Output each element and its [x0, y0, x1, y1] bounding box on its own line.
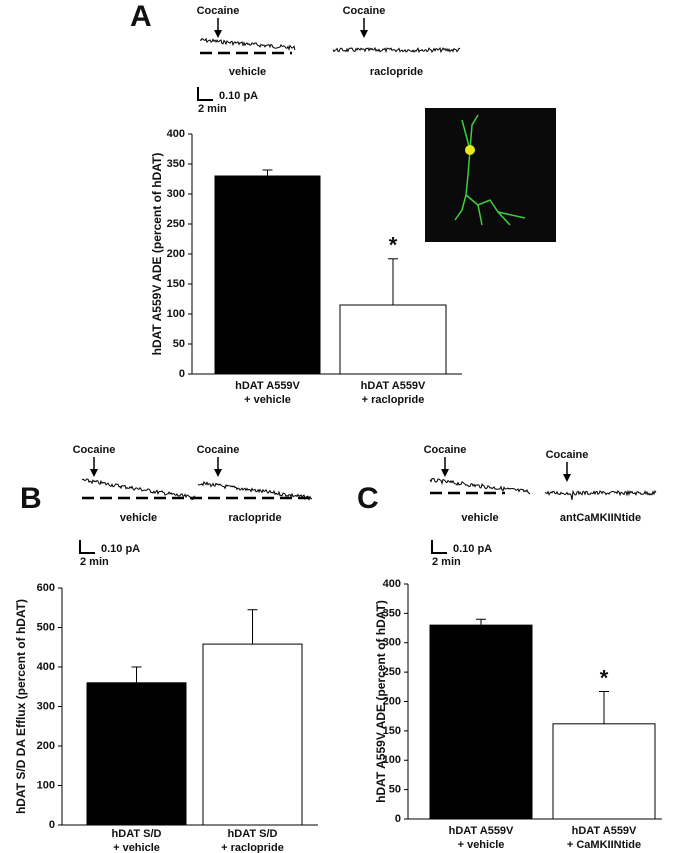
bar: [429, 624, 533, 820]
soma: [465, 145, 475, 155]
panel-letter: B: [20, 482, 42, 515]
y-tick-label: 400: [37, 661, 55, 673]
x-tick-label: + vehicle: [113, 842, 160, 853]
arrow-head: [441, 469, 449, 477]
y-tick-label: 100: [383, 754, 401, 766]
current-trace: [81, 478, 196, 500]
micrograph-inset: [425, 108, 556, 242]
x-tick-label: hDAT S/D: [112, 828, 162, 840]
x-tick-label: + CaMKIINtide: [567, 839, 641, 851]
panel-letter: C: [357, 482, 379, 515]
x-tick-label: hDAT A559V: [449, 825, 514, 837]
trace-label: raclopride: [228, 512, 281, 524]
y-tick-label: 400: [167, 128, 185, 140]
bar: [552, 723, 656, 820]
y-tick-label: 150: [167, 278, 185, 290]
y-axis-label: hDAT S/D DA Efflux (percent of hDAT): [14, 599, 28, 814]
significance: *: [389, 233, 398, 258]
trace-label: antCaMKIINtide: [560, 512, 641, 524]
event-label: Cocaine: [546, 449, 589, 461]
bar: [339, 304, 447, 375]
scale-bar: [431, 540, 447, 554]
y-tick-label: 300: [167, 188, 185, 200]
bar: [214, 175, 321, 375]
current-trace: [544, 489, 657, 501]
inset-image: [425, 108, 556, 242]
significance: *: [600, 665, 609, 690]
y-axis-label: hDAT A559V ADE (percent of hDAT): [374, 600, 388, 803]
scale-bar: [197, 87, 213, 101]
y-tick-label: 200: [383, 695, 401, 707]
y-tick-label: 100: [37, 779, 55, 791]
event-label: Cocaine: [73, 444, 116, 456]
y-tick-label: 0: [395, 813, 401, 825]
y-tick-label: 250: [167, 218, 185, 230]
current-trace: [199, 37, 296, 51]
y-tick-label: 50: [389, 784, 401, 796]
arrow-head: [90, 469, 98, 477]
arrow-head: [214, 469, 222, 477]
scale-x-label: 2 min: [80, 556, 109, 568]
y-tick-label: 150: [383, 725, 401, 737]
current-trace: [197, 480, 313, 501]
scale-x-label: 2 min: [432, 556, 461, 568]
x-tick-label: hDAT S/D: [228, 828, 278, 840]
y-tick-label: 350: [383, 607, 401, 619]
current-trace: [332, 46, 461, 54]
y-tick-label: 200: [167, 248, 185, 260]
panel-letter: A: [130, 0, 152, 33]
arrow-head: [214, 30, 222, 38]
x-tick-label: + vehicle: [458, 839, 505, 851]
trace-label: vehicle: [229, 66, 266, 78]
scale-bar: [79, 540, 95, 554]
event-label: Cocaine: [424, 444, 467, 456]
x-tick-label: hDAT A559V: [572, 825, 637, 837]
bar: [202, 643, 303, 826]
y-axis-label: hDAT A559V ADE (percent of hDAT): [150, 153, 164, 356]
event-label: Cocaine: [197, 5, 240, 17]
scale-x-label: 2 min: [198, 103, 227, 115]
neuron: [454, 114, 526, 226]
bar: [86, 682, 187, 826]
trace-label: vehicle: [120, 512, 157, 524]
x-tick-label: + raclopride: [362, 394, 425, 406]
scale-y-label: 0.10 pA: [219, 90, 258, 102]
y-tick-label: 250: [383, 666, 401, 678]
y-tick-label: 300: [37, 700, 55, 712]
trace-label: raclopride: [370, 66, 423, 78]
y-tick-label: 0: [179, 368, 185, 380]
current-trace: [429, 477, 531, 495]
y-tick-label: 600: [37, 582, 55, 594]
y-tick-label: 300: [383, 637, 401, 649]
x-tick-label: hDAT A559V: [235, 380, 300, 392]
scale-y-label: 0.10 pA: [453, 543, 492, 555]
y-tick-label: 100: [167, 308, 185, 320]
y-tick-label: 50: [173, 338, 185, 350]
x-tick-label: + raclopride: [221, 842, 284, 853]
x-tick-label: hDAT A559V: [361, 380, 426, 392]
y-tick-label: 500: [37, 621, 55, 633]
trace-label: vehicle: [461, 512, 498, 524]
y-tick-label: 0: [49, 819, 55, 831]
arrow-head: [360, 30, 368, 38]
y-tick-label: 350: [167, 158, 185, 170]
event-label: Cocaine: [197, 444, 240, 456]
scale-y-label: 0.10 pA: [101, 543, 140, 555]
event-label: Cocaine: [343, 5, 386, 17]
y-tick-label: 400: [383, 578, 401, 590]
y-tick-label: 200: [37, 740, 55, 752]
x-tick-label: + vehicle: [244, 394, 291, 406]
arrow-head: [563, 474, 571, 482]
